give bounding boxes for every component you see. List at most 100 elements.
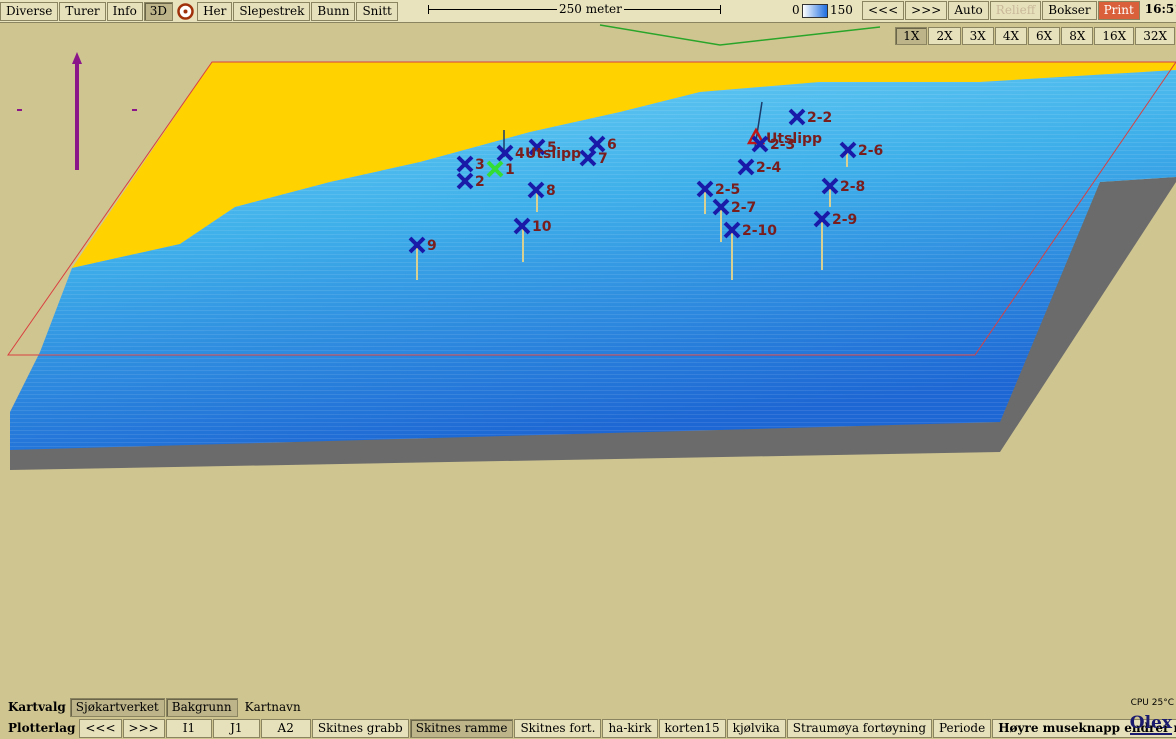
marker-2-2[interactable]: 2-2 bbox=[788, 108, 832, 126]
marker-1[interactable]: 1 bbox=[486, 160, 515, 178]
marker-label: 2 bbox=[475, 174, 485, 190]
layer-j1[interactable]: J1 bbox=[213, 718, 260, 738]
plotterlag-label: Plotterlag bbox=[8, 721, 76, 735]
marker-label: 2-9 bbox=[832, 212, 857, 228]
olex-logo: Olex bbox=[1129, 713, 1172, 735]
kartvalg-bakgrunn[interactable]: Bakgrunn bbox=[165, 697, 238, 717]
marker-4[interactable]: 4 bbox=[496, 144, 525, 162]
zoom-6x[interactable]: 6X bbox=[1028, 27, 1061, 45]
bokser-button[interactable]: Bokser bbox=[1042, 1, 1097, 20]
marker-2[interactable]: 2 bbox=[456, 172, 485, 190]
zoom-16x[interactable]: 16X bbox=[1094, 27, 1135, 45]
menu-bunn[interactable]: Bunn bbox=[311, 1, 356, 21]
layer-i1[interactable]: I1 bbox=[165, 718, 213, 738]
marker-label: 7 bbox=[598, 151, 608, 167]
marker-2-6[interactable]: 2-6 bbox=[839, 141, 883, 159]
layer-a2[interactable]: A2 bbox=[260, 718, 311, 738]
depth-min-label: 0 bbox=[792, 3, 800, 17]
marker-label: 10 bbox=[532, 219, 552, 235]
kartvalg-bar: Kartvalg Sjøkartverket Bakgrunn Kartnavn bbox=[8, 696, 308, 718]
kartvalg-label: Kartvalg bbox=[8, 700, 66, 714]
menu-slepestrek[interactable]: Slepestrek bbox=[233, 1, 311, 21]
kartvalg-sjokartverket[interactable]: Sjøkartverket bbox=[69, 697, 165, 717]
marker-utslipp[interactable]: Utslipp bbox=[746, 127, 822, 147]
layer-skitnes-fort[interactable]: Skitnes fort. bbox=[514, 718, 602, 738]
marker-2-10[interactable]: 2-10 bbox=[723, 221, 777, 239]
marker-label: 2-4 bbox=[756, 160, 782, 176]
menu-turer[interactable]: Turer bbox=[59, 1, 106, 21]
top-toolbar: Diverse Turer Info 3D Her Slepestrek Bun… bbox=[0, 0, 1176, 23]
kartvalg-kartnavn[interactable]: Kartnavn bbox=[244, 699, 301, 714]
zoom-1x[interactable]: 1X bbox=[895, 27, 928, 45]
zoom-8x[interactable]: 8X bbox=[1061, 27, 1094, 45]
marker-label: 2-5 bbox=[715, 182, 740, 198]
marker-label: 2-7 bbox=[731, 200, 756, 216]
zoom-3x[interactable]: 3X bbox=[961, 27, 994, 45]
menu-info[interactable]: Info bbox=[106, 1, 143, 21]
marker-label: 6 bbox=[607, 137, 617, 153]
marker-2-9[interactable]: 2-9 bbox=[813, 210, 857, 228]
zoom-2x[interactable]: 2X bbox=[928, 27, 961, 45]
nav-next-button[interactable]: >>> bbox=[905, 1, 948, 20]
layer-straumoya-fortoyning[interactable]: Straumøya fortøyning bbox=[786, 718, 932, 738]
zoom-bar: 1X 2X 3X 4X 6X 8X 16X 32X bbox=[895, 27, 1176, 45]
clock: 16:51:53 bbox=[1144, 2, 1176, 16]
depth-gradient bbox=[802, 4, 828, 18]
menu-3d[interactable]: 3D bbox=[143, 1, 174, 21]
plotterlag-next-button[interactable]: >>> bbox=[122, 718, 165, 738]
marker-label: 5 bbox=[547, 140, 557, 156]
layer-ha-kirk[interactable]: ha-kirk bbox=[602, 718, 658, 738]
marker-8[interactable]: 8 bbox=[527, 181, 556, 199]
marker-2-7[interactable]: 2-7 bbox=[712, 198, 756, 216]
layer-kjolvika[interactable]: kjølvika bbox=[726, 718, 786, 738]
plotterlag-prev-button[interactable]: <<< bbox=[79, 718, 122, 738]
target-icon[interactable] bbox=[177, 2, 194, 20]
marker-2-4[interactable]: 2-4 bbox=[737, 158, 782, 176]
marker-label: 9 bbox=[427, 238, 437, 254]
marker-label: 2-6 bbox=[858, 143, 883, 159]
marker-label: 3 bbox=[475, 157, 485, 173]
scale-tick-right bbox=[720, 5, 721, 14]
marker-10[interactable]: 10 bbox=[513, 217, 552, 235]
marker-label: Utslipp bbox=[525, 146, 581, 162]
layer-skitnes-ramme[interactable]: Skitnes ramme bbox=[409, 718, 514, 738]
marker-5[interactable]: 5 bbox=[528, 138, 557, 156]
marker-7[interactable]: 7 bbox=[579, 149, 608, 167]
menu-diverse[interactable]: Diverse bbox=[0, 1, 59, 21]
auto-button[interactable]: Auto bbox=[948, 1, 989, 20]
marker-2-5[interactable]: 2-5 bbox=[696, 180, 740, 198]
marker-2-8[interactable]: 2-8 bbox=[821, 177, 865, 195]
marker-2-3[interactable]: 2-3 bbox=[751, 135, 795, 153]
relieff-button[interactable]: Relieff bbox=[989, 1, 1042, 20]
marker-label: 4 bbox=[515, 146, 525, 162]
north-arrow-icon bbox=[17, 52, 137, 170]
marker-6[interactable]: 6 bbox=[588, 135, 617, 153]
nav-prev-button[interactable]: <<< bbox=[862, 1, 905, 20]
marker-label: Utslipp bbox=[766, 131, 822, 147]
depth-max-label: 150 bbox=[830, 3, 853, 17]
menu-her[interactable]: Her bbox=[197, 1, 233, 21]
track-line bbox=[599, 24, 881, 46]
layer-skitnes-grabb[interactable]: Skitnes grabb bbox=[311, 718, 409, 738]
scale-label: 250 meter bbox=[557, 2, 624, 16]
marker-label: 2-10 bbox=[742, 223, 777, 239]
marker-9[interactable]: 9 bbox=[408, 236, 437, 254]
plotterlag-bar: Plotterlag <<< >>> I1 J1 A2 Skitnes grab… bbox=[8, 717, 1176, 739]
land-area bbox=[72, 62, 1176, 268]
marker-label: 8 bbox=[546, 183, 556, 199]
print-button[interactable]: Print bbox=[1097, 1, 1140, 20]
cpu-temp: CPU 25°C bbox=[1130, 698, 1174, 708]
area-boundary bbox=[7, 61, 1176, 356]
marker-label: 2-8 bbox=[840, 179, 865, 195]
scale-tick-left bbox=[428, 5, 429, 14]
layer-periode[interactable]: Periode bbox=[933, 718, 992, 738]
zoom-4x[interactable]: 4X bbox=[994, 27, 1027, 45]
menu-snitt[interactable]: Snitt bbox=[356, 1, 398, 21]
marker-utslipp[interactable]: Utslipp bbox=[525, 146, 581, 162]
marker-3[interactable]: 3 bbox=[456, 155, 485, 173]
layer-korten15[interactable]: korten15 bbox=[658, 718, 726, 738]
rename-hint: Høyre museknapp endrer navn bbox=[992, 718, 1176, 738]
zoom-32x[interactable]: 32X bbox=[1135, 27, 1175, 45]
